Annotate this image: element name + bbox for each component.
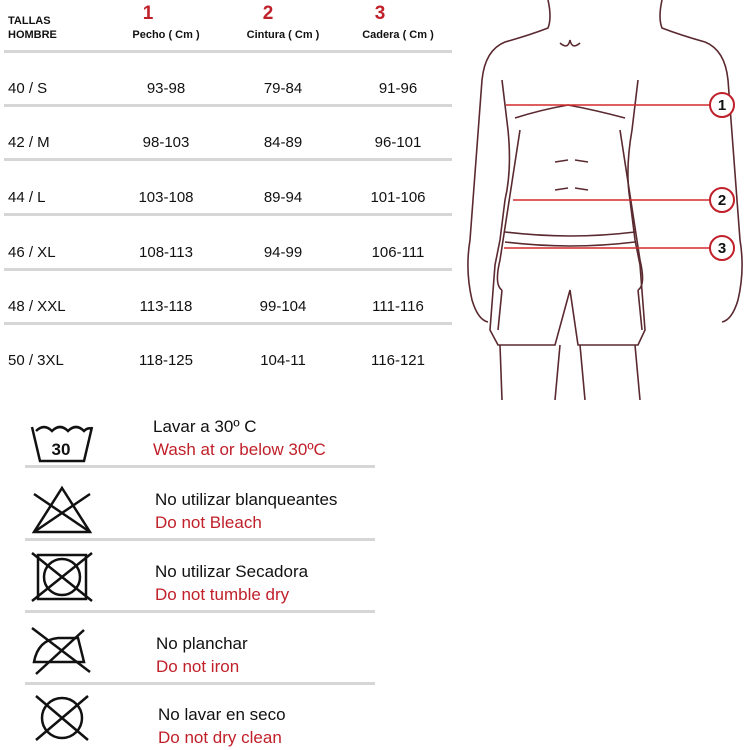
- size-label: 42 / M: [8, 134, 50, 151]
- care-label-es: No utilizar Secadora: [155, 562, 309, 581]
- measurement-cell: 116-121: [371, 352, 425, 369]
- measurement-cell: 104-11: [260, 352, 306, 369]
- measurement-cell: 111-116: [372, 298, 424, 315]
- size-label: 50 / 3XL: [8, 352, 64, 369]
- divider: [25, 465, 375, 468]
- measurement-cell: 89-94: [263, 189, 303, 206]
- size-label: 40 / S: [8, 80, 48, 97]
- measurement-cell: 118-125: [139, 352, 193, 369]
- care-label-en: Wash at or below 30ºC: [153, 440, 326, 459]
- measurement-cell: 103-108: [138, 189, 194, 206]
- measurement-cell: 94-99: [263, 244, 303, 261]
- measurement-cell: 93-98: [146, 80, 186, 97]
- divider: [4, 213, 452, 216]
- column-number: 3: [374, 3, 386, 24]
- marker-1: 1: [718, 97, 726, 114]
- measurement-cell: 108-113: [139, 244, 193, 261]
- size-label: 46 / XL: [8, 244, 56, 261]
- column-header: Cintura ( Cm ): [246, 29, 320, 41]
- measurement-cell: 101-106: [370, 189, 426, 206]
- divider: [25, 538, 375, 541]
- care-label-es: No planchar: [156, 634, 248, 653]
- divider: [4, 268, 452, 271]
- care-label-es: No lavar en seco: [158, 705, 286, 724]
- marker-2: 2: [718, 192, 726, 209]
- no-bleach-icon: [31, 485, 93, 534]
- divider: [4, 158, 452, 161]
- divider: [4, 322, 452, 325]
- table-title: TALLAS HOMBRE: [8, 14, 98, 42]
- care-label-en: Do not dry clean: [158, 728, 282, 747]
- wash-30-icon: 30: [30, 425, 94, 463]
- divider: [4, 50, 452, 53]
- no-dry-clean-icon: [35, 695, 89, 741]
- measurement-cell: 113-118: [139, 298, 193, 315]
- no-iron-icon: [31, 627, 91, 675]
- measurement-cell: 106-111: [371, 244, 425, 261]
- column-header: Cadera ( Cm ): [362, 29, 434, 41]
- care-label-en: Do not tumble dry: [155, 585, 290, 604]
- title-line: HOMBRE: [8, 29, 57, 41]
- care-label-en: Do not Bleach: [155, 513, 262, 532]
- measurement-cell: 98-103: [142, 134, 190, 151]
- divider: [4, 104, 452, 107]
- size-label: 44 / L: [8, 189, 46, 206]
- column-number: 2: [262, 3, 274, 24]
- measurement-cell: 84-89: [263, 134, 303, 151]
- measurement-cell: 96-101: [374, 134, 422, 151]
- body-figure: 1 2 3: [467, 0, 743, 400]
- divider: [25, 610, 375, 613]
- no-tumble-dry-icon: [31, 552, 93, 602]
- column-header: Pecho ( Cm ): [132, 29, 200, 41]
- care-label-es: No utilizar blanqueantes: [155, 490, 338, 509]
- measurement-cell: 99-104: [259, 298, 307, 315]
- measurement-cell: 91-96: [378, 80, 418, 97]
- care-label-en: Do not iron: [156, 657, 240, 676]
- divider: [25, 682, 375, 685]
- wash-temp: 30: [52, 440, 71, 459]
- marker-3: 3: [718, 240, 726, 257]
- measurement-cell: 79-84: [263, 80, 303, 97]
- title-line: TALLAS: [8, 15, 51, 27]
- care-label-es: Lavar a 30º C: [153, 417, 257, 436]
- size-label: 48 / XXL: [8, 298, 66, 315]
- column-number: 1: [142, 3, 154, 24]
